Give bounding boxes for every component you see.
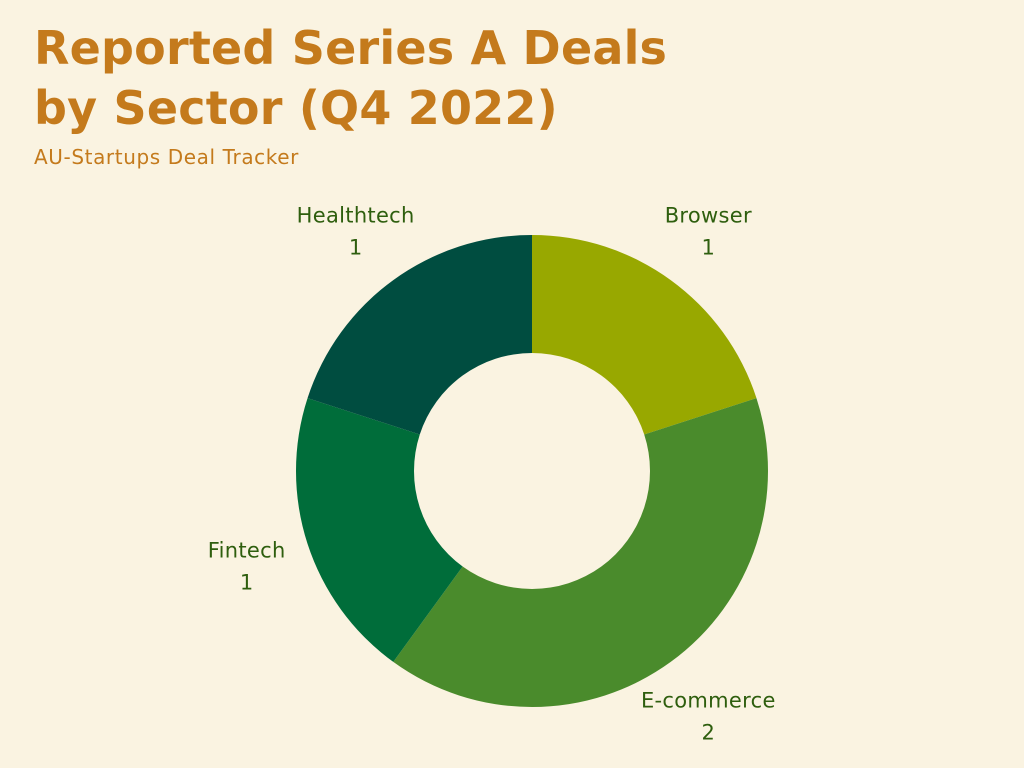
slice-label-fintech: Fintech xyxy=(208,539,286,563)
slice-value-browser: 1 xyxy=(701,235,715,259)
chart-title-line-2: by Sector (Q4 2022) xyxy=(34,81,558,135)
chart-title-line-1: Reported Series A Deals xyxy=(34,21,668,75)
chart-title: Reported Series A Deals by Sector (Q4 202… xyxy=(34,18,854,138)
slice-label-e-commerce: E-commerce xyxy=(641,689,776,713)
slice-fintech xyxy=(296,398,463,662)
slice-label-browser: Browser xyxy=(665,203,752,227)
chart-subtitle: AU-Startups Deal Tracker xyxy=(34,145,299,169)
slice-value-fintech: 1 xyxy=(240,571,254,595)
slice-label-healthtech: Healthtech xyxy=(297,203,415,227)
slice-value-e-commerce: 2 xyxy=(701,721,715,745)
slice-browser xyxy=(532,235,757,435)
slice-healthtech xyxy=(307,235,532,435)
slice-e-commerce xyxy=(393,398,769,708)
slice-value-healthtech: 1 xyxy=(349,235,363,259)
donut-slices xyxy=(296,235,769,708)
donut-labels: Browser 1 E-commerce 2 Fintech 1 Healthtech 1 xyxy=(208,203,776,744)
